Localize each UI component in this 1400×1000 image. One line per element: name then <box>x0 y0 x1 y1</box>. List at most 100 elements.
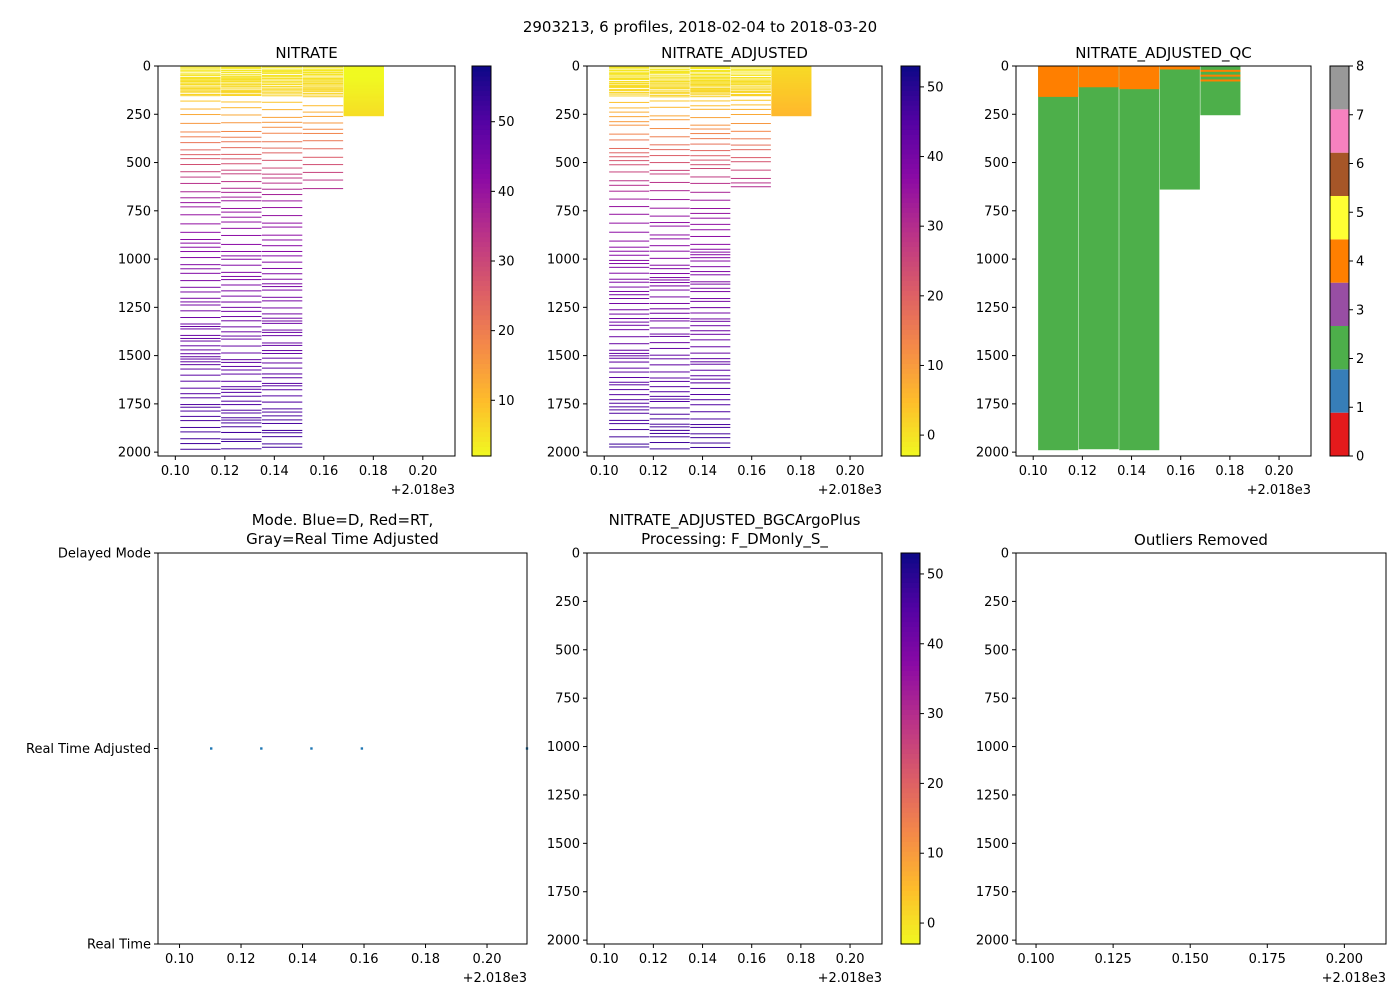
nitrate-sample <box>221 93 262 95</box>
colorbar-gradient-step <box>901 797 920 803</box>
panel-title-line: NITRATE_ADJUSTED_BGCArgoPlus <box>609 511 861 530</box>
nitrate-sample <box>609 303 650 305</box>
qc-flag4-band <box>1038 66 1079 97</box>
nitrate-sample <box>180 280 221 282</box>
nitrate-sample <box>609 286 650 288</box>
colorbar-gradient-step <box>901 280 920 286</box>
nitrate-sample <box>261 95 303 97</box>
nitrate-cell <box>343 67 384 69</box>
profile-columns <box>180 66 384 450</box>
nitrate-sample <box>180 91 221 93</box>
nitrate-sample <box>261 68 303 70</box>
nitrate-sample <box>690 399 731 401</box>
colorbar-segment <box>1330 196 1349 240</box>
nitrate-cell <box>771 92 812 95</box>
nitrate-sample <box>261 278 303 280</box>
x-offset-label: +2.018e3 <box>391 483 455 498</box>
nitrate-sample <box>609 349 650 351</box>
colorbar-gradient-step <box>901 821 920 828</box>
nitrate-cell <box>343 94 384 97</box>
colorbar-gradient-step <box>901 431 920 438</box>
colorbar-gradient-step <box>901 241 920 247</box>
colorbar-tick-label: 40 <box>927 150 944 165</box>
nitrate-sample <box>221 141 262 143</box>
x-tick-label: 0.14 <box>288 952 317 967</box>
colorbar-gradient-step <box>901 304 920 311</box>
nitrate-sample <box>221 90 262 93</box>
nitrate-sample <box>221 66 262 69</box>
nitrate-sample <box>609 329 650 331</box>
nitrate-sample <box>221 306 262 308</box>
x-tick-label: 0.150 <box>1172 952 1209 967</box>
nitrate-sample <box>261 72 303 74</box>
nitrate-sample <box>180 297 221 299</box>
nitrate-sample <box>730 85 771 87</box>
nitrate-sample <box>649 173 690 175</box>
colorbar-gradient-step <box>472 197 491 204</box>
colorbar-gradient-step <box>472 236 491 243</box>
colorbar-gradient-step <box>901 202 920 208</box>
nitrate-sample <box>609 84 650 86</box>
nitrate-sample <box>690 325 731 327</box>
nitrate-sample <box>180 154 221 156</box>
nitrate-sample <box>261 443 303 445</box>
nitrate-sample <box>180 257 221 259</box>
nitrate-sample <box>180 74 221 76</box>
nitrate-sample <box>221 200 262 202</box>
colorbar-gradient-step <box>901 924 920 930</box>
nitrate-sample <box>649 277 690 279</box>
colorbar-gradient-step <box>472 100 491 106</box>
x-tick-label: 0.20 <box>473 952 502 967</box>
colorbar-gradient-step <box>472 363 491 369</box>
nitrate-cell <box>343 111 384 113</box>
nitrate-sample <box>261 101 303 103</box>
nitrate-sample <box>649 448 690 450</box>
plot-frame <box>157 552 528 945</box>
nitrate-sample <box>302 68 344 70</box>
nitrate-sample <box>261 342 303 344</box>
colorbar-segment <box>1330 109 1349 153</box>
colorbar-gradient-step <box>901 567 920 574</box>
nitrate-cell <box>343 98 384 100</box>
nitrate-sample <box>609 206 650 208</box>
x-tick-label: 0.200 <box>1326 952 1363 967</box>
nitrate-sample <box>690 124 731 126</box>
nitrate-sample <box>261 422 303 424</box>
nitrate-sample <box>609 95 650 97</box>
nitrate-sample <box>649 273 690 275</box>
nitrate-sample <box>221 438 262 440</box>
nitrate-sample <box>180 197 221 199</box>
nitrate-sample <box>690 307 731 309</box>
colorbar-tick-label: 50 <box>927 567 944 582</box>
nitrate-sample <box>261 245 303 247</box>
nitrate-sample <box>221 417 262 419</box>
nitrate-cell <box>771 76 812 78</box>
nitrate-sample <box>609 231 650 233</box>
colorbar-gradient-step <box>901 914 920 921</box>
colorbar-gradient-step <box>901 787 920 794</box>
y-tick-label: 500 <box>984 643 1009 658</box>
nitrate-cell <box>771 94 812 97</box>
x-tick-label: 0.18 <box>359 464 388 479</box>
colorbar-gradient-step <box>901 611 920 618</box>
y-tick-label: 1000 <box>976 253 1009 268</box>
nitrate-sample <box>180 73 221 75</box>
colorbar-tick-label: 0 <box>1356 450 1364 465</box>
colorbar-gradient-step <box>901 100 920 106</box>
nitrate-sample <box>261 373 303 375</box>
nitrate-cell <box>343 85 384 88</box>
nitrate-sample <box>221 338 262 340</box>
colorbar-gradient-step <box>472 66 491 72</box>
colorbar-gradient-step <box>901 836 920 842</box>
nitrate-sample <box>180 404 221 406</box>
colorbar-gradient-step <box>472 261 491 267</box>
x-offset-label: +2.018e3 <box>1247 483 1311 498</box>
colorbar-tick-label: 3 <box>1356 303 1364 318</box>
colorbar-gradient-step <box>472 300 491 306</box>
nitrate-sample <box>690 330 731 332</box>
nitrate-sample <box>649 234 690 236</box>
nitrate-sample <box>261 286 303 288</box>
nitrate-sample <box>221 85 262 87</box>
colorbar-gradient-step <box>901 900 920 906</box>
colorbar-gradient-step <box>472 446 491 452</box>
